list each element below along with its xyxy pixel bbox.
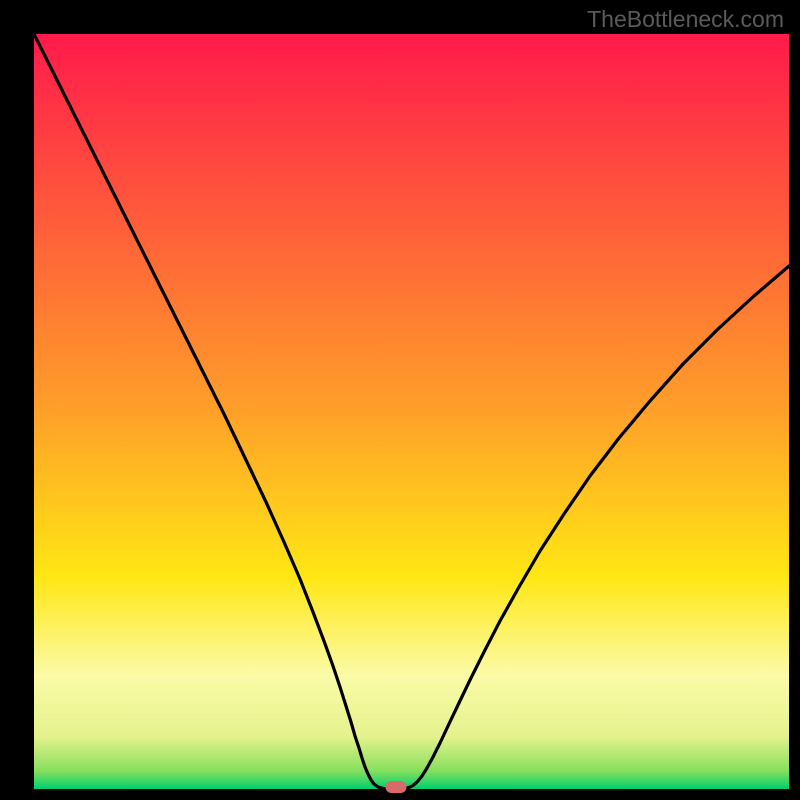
bottleneck-chart [34, 34, 789, 789]
optimal-point-marker [386, 781, 407, 793]
watermark-text: TheBottleneck.com [587, 6, 784, 33]
curve-line [34, 34, 789, 789]
